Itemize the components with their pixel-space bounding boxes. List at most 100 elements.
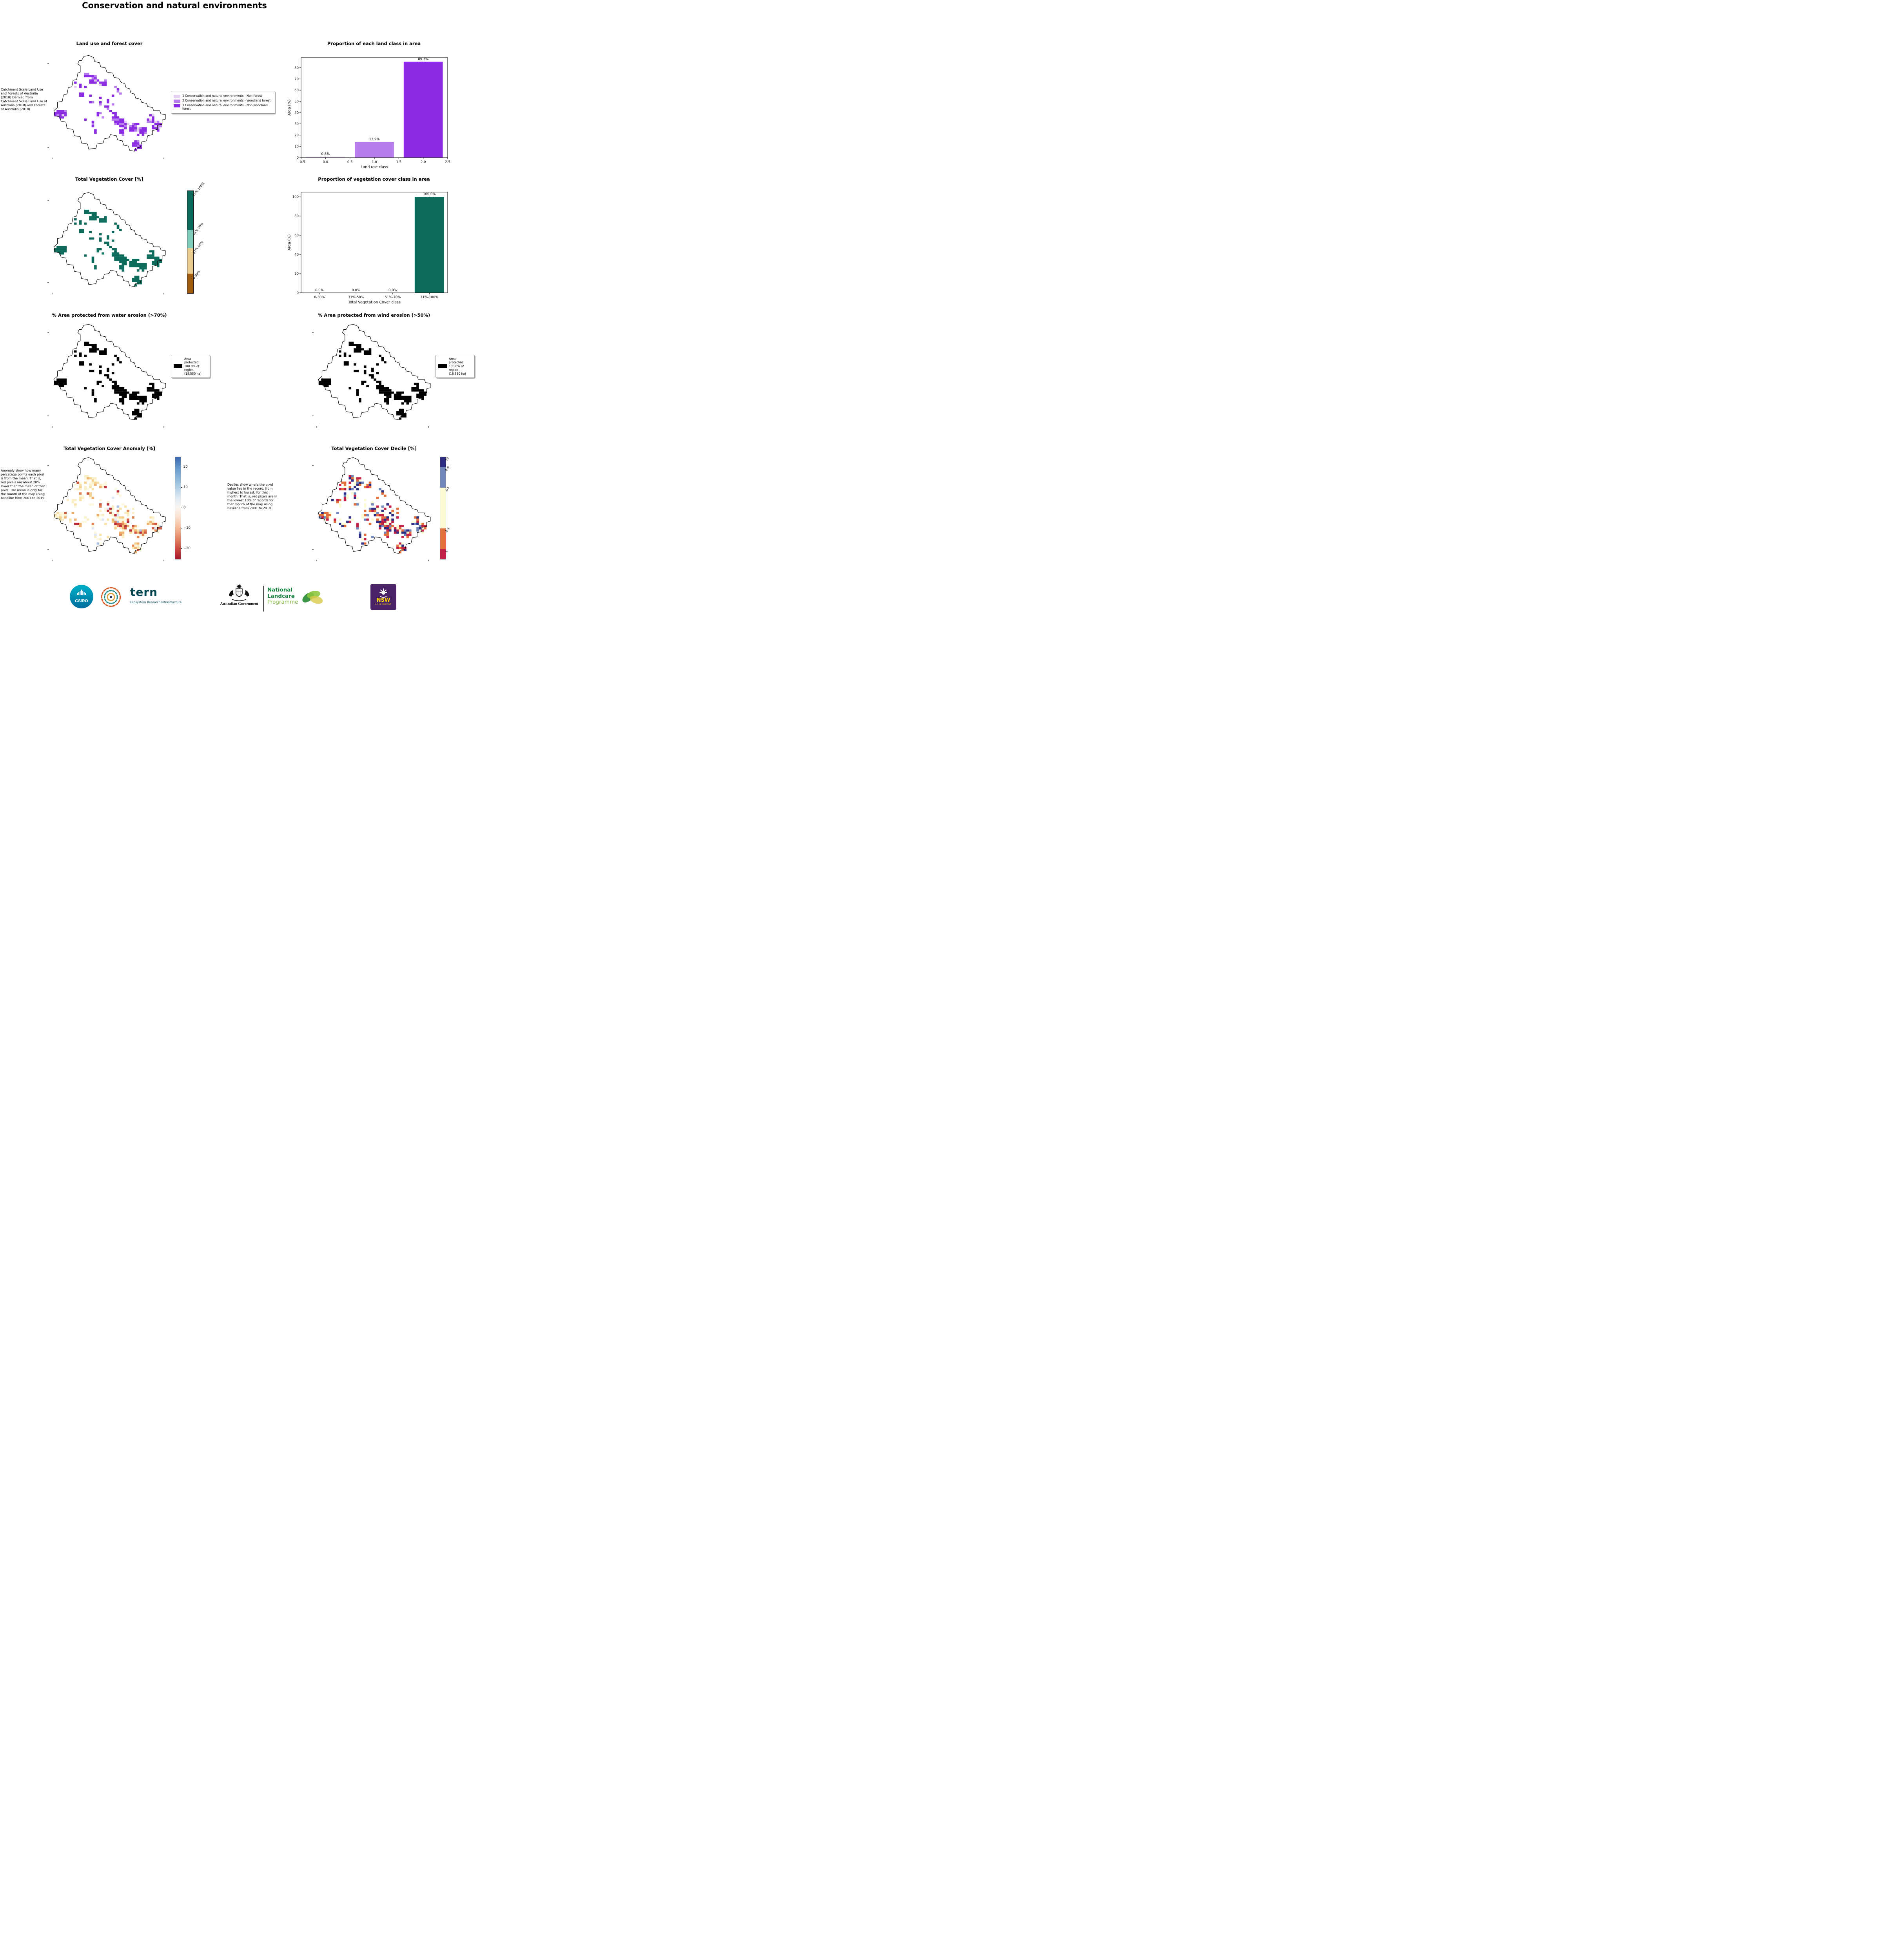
svg-text:0.5: 0.5 <box>347 160 353 164</box>
map-pixels <box>54 341 162 420</box>
report-page: Conservation and natural environments La… <box>0 0 476 619</box>
csiro-logo-mark: CSIRO <box>70 585 93 608</box>
nsw-government-text: GOVERNMENT <box>375 603 392 606</box>
vegetation-anomaly-map <box>47 457 166 561</box>
land-use-legend: 1 Conservation and natural environments … <box>171 91 275 114</box>
map-axis-ticks <box>47 332 164 428</box>
landcare-leaves <box>299 586 326 609</box>
legend-label-nonforest: 1 Conservation and natural environments … <box>182 94 262 98</box>
catchment-outline <box>53 324 166 420</box>
legend-swatch-nonwoodland <box>174 104 180 107</box>
svg-text:20: 20 <box>294 134 299 138</box>
svg-text:0.0%: 0.0% <box>315 289 324 292</box>
landcare-line1: National <box>267 587 293 593</box>
svg-text:0-30%: 0-30% <box>314 296 325 299</box>
tern-tagline: Ecosystem Research Infrastructure <box>130 601 182 604</box>
map-axis-ticks <box>312 465 429 561</box>
water-erosion-legend: Area protected 100.0% of region (18,550 … <box>171 355 210 378</box>
map-axis-ticks <box>47 200 164 294</box>
csiro-wave-icon <box>77 590 86 595</box>
veg-cover-colorbar: 71%-100% 51%-70% 31%-50% 0-30% <box>187 181 214 294</box>
decile-map-title: Total Vegetation Cover Decile [%] <box>331 446 417 451</box>
x-axis-label: Land use class <box>361 165 388 169</box>
wind-erosion-legend-label: Area protected 100.0% of region (18,550 … <box>449 357 466 376</box>
svg-text:51%-70%: 51%-70% <box>385 296 401 299</box>
x-axis: −0.5 0.0 0.5 1.0 1.5 2.0 2.5 <box>297 158 450 164</box>
anomaly-colorbar: 20 10 0 −10 −20 <box>175 457 198 559</box>
map-pixels <box>54 209 162 287</box>
logo-divider <box>263 586 264 612</box>
landcare-line3: Programme <box>267 599 298 606</box>
y-axis: 0 10 20 30 40 50 60 70 80 <box>294 66 301 160</box>
svg-text:2.0: 2.0 <box>421 160 426 164</box>
svg-text:80: 80 <box>294 214 299 218</box>
waratah-icon <box>379 588 387 598</box>
vegetation-decile-map <box>312 457 431 561</box>
plot-frame <box>301 192 448 293</box>
svg-text:31%-50%: 31%-50% <box>348 296 364 299</box>
wind-erosion-map <box>312 324 431 428</box>
map-axis-ticks <box>312 332 429 428</box>
wind-erosion-legend: Area protected 100.0% of region (18,550 … <box>436 355 475 378</box>
vegetation-cover-map <box>47 192 166 294</box>
australian-government-wordmark: Australian Government <box>220 602 258 606</box>
land-use-map <box>47 55 166 159</box>
x-axis-label: Total Vegetation Cover class <box>348 300 401 305</box>
svg-text:100.0%: 100.0% <box>423 192 436 196</box>
map-axis-ticks <box>47 465 164 561</box>
svg-text:70: 70 <box>294 77 299 81</box>
catchment-outline <box>53 457 166 554</box>
y-axis: 0 20 40 60 80 100 <box>292 195 301 295</box>
commonwealth-crest-icon <box>229 584 249 601</box>
csiro-logo: CSIRO <box>70 585 93 608</box>
svg-text:40: 40 <box>294 111 299 115</box>
svg-text:0: 0 <box>297 291 299 295</box>
catchment-outline <box>318 457 431 554</box>
svg-text:100: 100 <box>292 195 299 199</box>
catchment-outline <box>53 55 166 152</box>
svg-text:1.0: 1.0 <box>372 160 377 164</box>
legend-item-nonforest: 1 Conservation and natural environments … <box>174 94 272 98</box>
legend-label-nonwoodland: 3 Conservation and natural environments … <box>182 103 268 111</box>
bars: 0.8% 13.9% 85.3% <box>306 58 443 158</box>
svg-text:60: 60 <box>294 89 299 93</box>
svg-text:0.0%: 0.0% <box>352 289 360 292</box>
nsw-government-logo: NSW GOVERNMENT <box>370 584 396 610</box>
map-pixels <box>54 475 162 554</box>
map-pixels <box>318 341 426 420</box>
svg-text:0.0: 0.0 <box>323 160 328 164</box>
veg-class-chart-title: Proportion of vegetation cover class in … <box>318 176 430 182</box>
svg-text:50: 50 <box>294 100 299 104</box>
page-title: Conservation and natural environments <box>82 1 267 10</box>
map-pixels <box>54 73 162 151</box>
map-axis-ticks <box>47 63 164 159</box>
decile-note: Deciles show where the pixel value lies … <box>227 483 278 510</box>
svg-text:80: 80 <box>294 66 299 70</box>
water-erosion-legend-label: Area protected 100.0% of region (18,550 … <box>184 357 201 376</box>
csiro-wordmark: CSIRO <box>75 599 88 603</box>
y-axis-label: Area (%) <box>287 234 292 250</box>
wind-erosion-swatch <box>438 364 447 368</box>
tern-wordmark: tern <box>130 586 158 599</box>
nsw-wordmark: NSW <box>376 597 390 604</box>
legend-swatch-woodland <box>174 100 180 103</box>
svg-text:13.9%: 13.9% <box>369 138 379 142</box>
svg-text:10: 10 <box>294 145 299 149</box>
national-landcare-logo: National Landcare Programme <box>267 587 298 606</box>
svg-text:2.5: 2.5 <box>445 160 450 164</box>
land-use-map-title: Land use and forest cover <box>76 41 143 46</box>
svg-text:40: 40 <box>294 253 299 257</box>
anomaly-map-title: Total Vegetation Cover Anomaly [%] <box>64 446 155 451</box>
veg-cover-colorbar-ramp <box>187 191 194 294</box>
legend-item-woodland: 2 Conservation and natural environments … <box>174 99 272 103</box>
catchment-outline <box>53 192 166 287</box>
svg-text:0.0%: 0.0% <box>388 289 397 292</box>
landcare-leaves-icon <box>302 590 323 604</box>
anomaly-note: Anomaly show how many percetage points e… <box>1 469 45 500</box>
catchment-outline <box>318 324 431 420</box>
y-axis-label: Area (%) <box>287 100 292 116</box>
svg-text:−0.5: −0.5 <box>297 160 305 164</box>
legend-swatch-nonforest <box>174 95 180 98</box>
legend-label-woodland: 2 Conservation and natural environments … <box>182 99 271 102</box>
map-pixels <box>318 475 426 554</box>
